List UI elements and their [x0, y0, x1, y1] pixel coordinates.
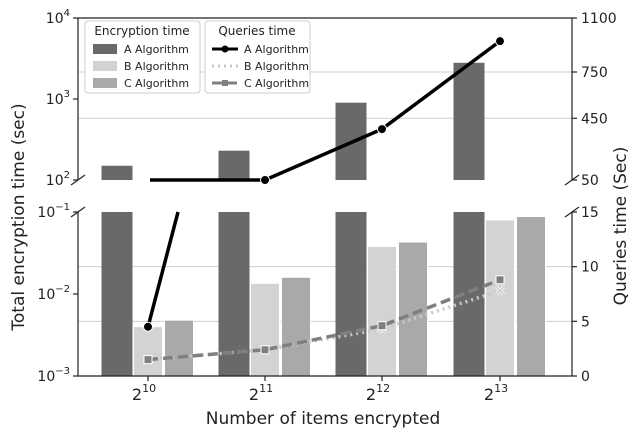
line-marker — [260, 175, 270, 185]
bar-a-algorithm — [218, 150, 250, 180]
legend-queries-time: Queries time A Algorithm B Algorithm C Alg… — [204, 20, 311, 94]
left-axis-label: Total encryption time (sec) — [9, 103, 29, 331]
line-marker — [260, 345, 270, 355]
x-axis-label: Number of items encrypted — [206, 409, 441, 429]
right-tick-label: 5 — [581, 314, 590, 330]
legend-title: Encryption time — [94, 24, 189, 38]
right-tick-label: 50 — [581, 173, 599, 189]
bar-b-algorithm — [367, 245, 397, 377]
bar-b-algorithm — [133, 326, 163, 377]
legend-swatch — [93, 44, 117, 54]
x-tick-label: 211 — [249, 382, 273, 404]
x-tick-label: 210 — [132, 382, 156, 404]
bar-b-algorithm — [485, 219, 515, 377]
right-tick-label: 1100 — [581, 11, 617, 27]
legend-frame — [84, 20, 201, 94]
legend-marker — [221, 45, 229, 53]
right-tick-label: 10 — [581, 260, 599, 276]
legend-label: A Algorithm — [124, 43, 189, 56]
left-tick-label: 10−1 — [37, 202, 70, 221]
bar-a-algorithm — [101, 165, 133, 180]
line-marker — [143, 321, 153, 332]
query-lines — [142, 36, 506, 365]
bar-c-algorithm — [164, 319, 194, 377]
left-tick-label: 10−2 — [37, 284, 70, 303]
line-marker — [377, 124, 387, 135]
legend-swatch — [93, 78, 117, 88]
left-tick-label: 10−3 — [37, 366, 70, 385]
legend-title: Queries time — [218, 24, 295, 38]
line-marker — [495, 36, 505, 47]
legend-label: B Algorithm — [124, 60, 189, 73]
line-marker — [377, 321, 387, 331]
legend-encryption-time: Encryption time A Algorithm B Algorithm C … — [84, 20, 201, 94]
legend-swatch — [93, 61, 117, 71]
line-marker — [495, 286, 505, 296]
bar-a-algorithm-lower — [453, 212, 485, 376]
left-tick-label: 102 — [46, 170, 70, 189]
right-axis-label: Queries time (Sec) — [611, 147, 631, 306]
legend-marker — [222, 80, 228, 86]
line-a-algorithm-lower — [146, 211, 180, 328]
right-tick-label: 750 — [581, 65, 608, 81]
bar-c-algorithm — [281, 276, 311, 377]
bar-c-algorithm — [516, 216, 546, 377]
left-tick-label: 104 — [46, 8, 70, 27]
left-tick-label: 103 — [46, 89, 70, 108]
bar-a-algorithm — [453, 62, 485, 181]
bar-a-algorithm-lower — [218, 212, 250, 376]
bar-a-algorithm-lower — [101, 212, 133, 376]
line-a-algorithm — [150, 39, 502, 182]
x-tick-label: 213 — [484, 382, 508, 404]
legend-label: C Algorithm — [124, 77, 189, 90]
line-marker — [495, 275, 505, 285]
right-tick-label: 450 — [581, 111, 608, 127]
line-c-algorithm — [147, 278, 501, 362]
right-tick-label: 15 — [581, 205, 599, 221]
legend-frame — [204, 20, 311, 94]
bar-b-algorithm — [250, 282, 280, 377]
legend-label: A Algorithm — [244, 43, 309, 56]
bar-a-algorithm-lower — [335, 212, 367, 376]
right-tick-label: 0 — [581, 369, 590, 385]
x-tick-label: 212 — [366, 382, 390, 404]
line-marker — [143, 355, 153, 365]
bar-c-algorithm — [398, 241, 428, 377]
bars — [101, 62, 546, 377]
legend-label: B Algorithm — [244, 60, 309, 73]
legend-label: C Algorithm — [244, 77, 309, 90]
